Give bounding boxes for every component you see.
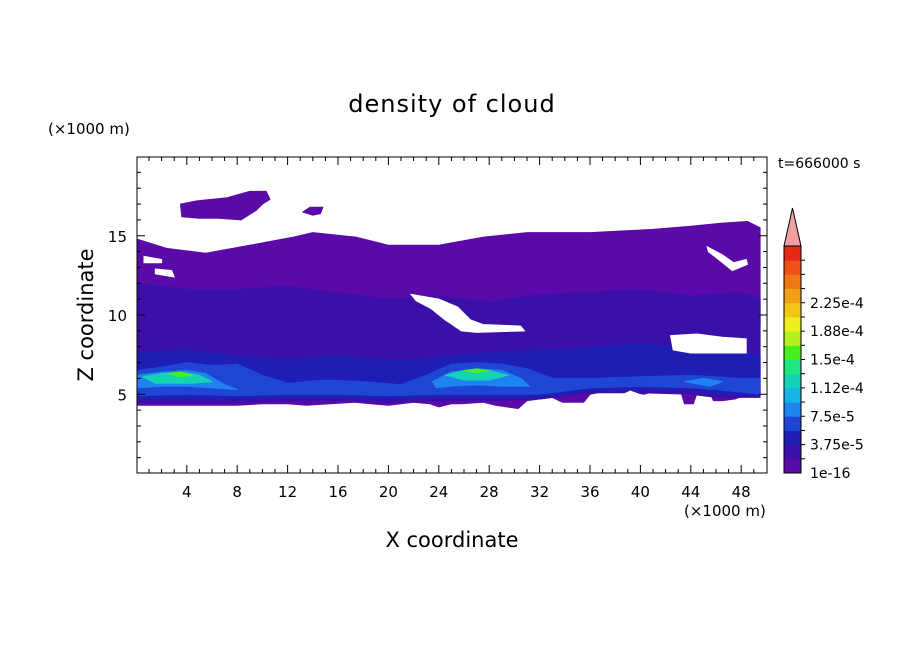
colorbar-swatch: [784, 373, 801, 389]
x-tick-label: 24: [429, 483, 448, 501]
colorbar-swatch: [784, 444, 801, 460]
colorbar-swatch: [784, 359, 801, 375]
y-unit-label: (×1000 m): [48, 120, 130, 138]
clear-sky-region: [670, 333, 747, 354]
y-axis-label: Z coordinate: [74, 248, 98, 381]
colorbar-swatch: [784, 246, 801, 261]
colorbar-swatch: [784, 387, 801, 403]
colorbar-swatch: [784, 345, 801, 360]
clear-sky-region: [618, 390, 641, 402]
x-axis: 4 8 12 16 20 24 28 32 36 40 44 48: [148, 157, 755, 501]
contour-field: [137, 190, 761, 409]
colorbar-swatch: [784, 274, 801, 290]
y-tick-label: 5: [117, 386, 127, 404]
colorbar-label: 7.5e-5: [810, 409, 855, 425]
time-label: t=666000 s: [778, 156, 860, 172]
colorbar: 1e-16 3.75e-5 7.5e-5 1.12e-4 1.5e-4 1.88e-4 2.…: [783, 207, 864, 482]
x-tick-label: 28: [480, 483, 499, 501]
colorbar-label: 1.88e-4: [810, 324, 864, 340]
x-tick-label: 16: [328, 483, 347, 501]
x-tick-label: 8: [232, 483, 242, 501]
colorbar-label: 1e-16: [810, 466, 850, 482]
clear-sky-region: [154, 268, 175, 278]
x-tick-label: 4: [182, 483, 192, 501]
colorbar-swatch: [784, 430, 801, 446]
colorbar-swatch: [784, 260, 801, 275]
y-tick-label: 10: [108, 307, 127, 325]
x-tick-label: 36: [580, 483, 599, 501]
colorbar-label: 2.25e-4: [810, 296, 864, 312]
contour-layer-1.5e-4: [684, 377, 723, 387]
x-tick-label: 20: [379, 483, 398, 501]
chart-title: density of cloud: [348, 90, 555, 118]
clear-sky-region: [143, 255, 163, 264]
colorbar-swatch: [784, 402, 801, 417]
contour-layer-2.25e-4: [167, 371, 194, 378]
colorbar-label: 3.75e-5: [810, 438, 864, 454]
colorbar-swatch: [784, 288, 801, 304]
x-unit-label: (×1000 m): [684, 502, 766, 520]
colorbar-swatch: [784, 302, 801, 318]
colorbar-label: 1.5e-4: [810, 353, 855, 369]
colorbar-label: 1.12e-4: [810, 381, 864, 397]
x-tick-label: 44: [681, 483, 700, 501]
x-tick-label: 40: [631, 483, 650, 501]
y-axis: 5 10 15: [108, 171, 767, 459]
y-tick-label: 15: [108, 228, 127, 246]
colorbar-swatch: [784, 416, 801, 431]
x-tick-label: 48: [732, 483, 751, 501]
contour-layer-1e-16: [180, 190, 271, 221]
x-tick-label: 32: [530, 483, 549, 501]
contour-layer-2.25e-4: [463, 368, 490, 374]
colorbar-swatch: [784, 331, 801, 346]
x-axis-label: X coordinate: [385, 528, 518, 552]
x-tick-label: 12: [278, 483, 297, 501]
clear-sky-region: [706, 245, 749, 272]
colorbar-swatch: [784, 316, 801, 332]
colorbar-swatch: [784, 458, 801, 474]
clear-sky-region: [409, 293, 526, 333]
contour-layer-1e-16: [302, 206, 324, 216]
